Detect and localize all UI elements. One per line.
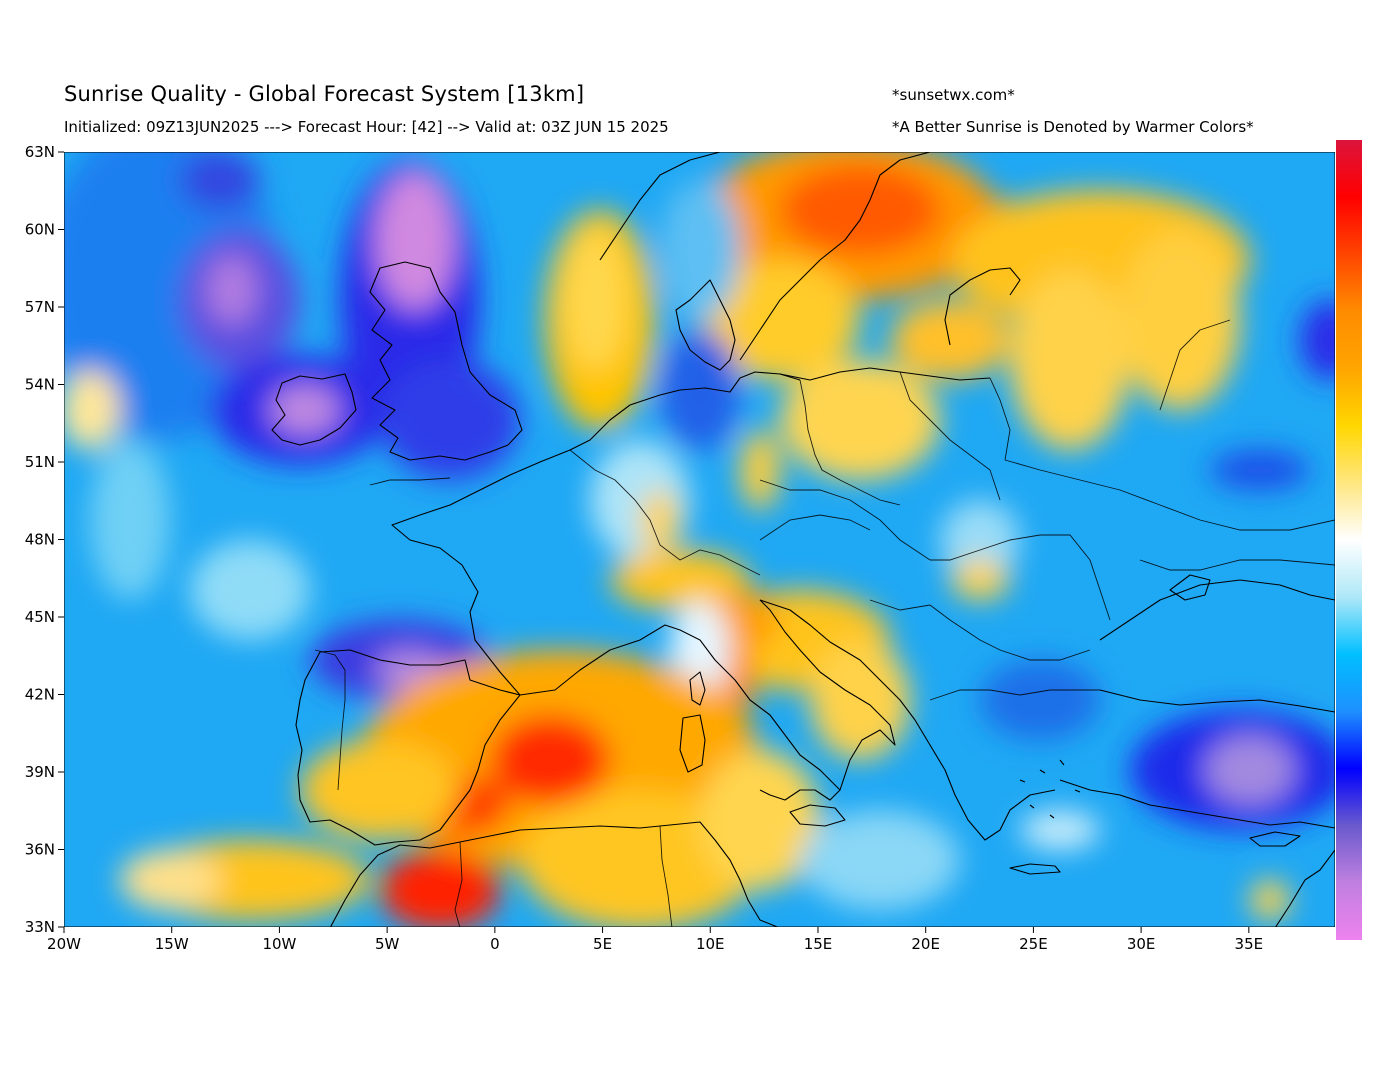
sunrise-quality-field [64,152,1335,927]
lat-tick-label: 60N [25,221,55,239]
lat-tick-label: 33N [25,918,55,936]
lon-tick-label: 35E [1235,935,1264,953]
colorbar [1336,140,1362,940]
map-subtitle: Initialized: 09Z13JUN2025 ---> Forecast … [64,118,669,136]
lat-tick-label: 36N [25,841,55,859]
map-title: Sunrise Quality - Global Forecast System… [64,82,585,106]
lat-tick-label: 51N [25,453,55,471]
lon-tick-label: 5W [375,935,400,953]
lon-tick-label: 30E [1127,935,1156,953]
lat-tick-label: 57N [25,298,55,316]
lon-tick-label: 10E [696,935,725,953]
country-borders [314,319,1335,927]
latitude-axis: 63N 60N 57N 54N 51N 48N 45N 42N 39N 36N 33N [25,143,64,936]
lat-tick-label: 63N [25,143,55,161]
lon-tick-label: 5E [593,935,612,953]
lat-tick-label: 39N [25,763,55,781]
site-label: *sunsetwx.com* [892,86,1015,104]
color-note: *A Better Sunrise is Denoted by Warmer C… [892,118,1254,136]
lon-tick-label: 10W [262,935,296,953]
lon-tick-label: 0 [490,935,500,953]
lon-tick-label: 20W [47,935,81,953]
colorbar-scale [1336,140,1362,940]
lat-tick-label: 42N [25,686,55,704]
lon-tick-label: 25E [1019,935,1048,953]
lat-tick-label: 48N [25,531,55,549]
lon-tick-label: 15E [804,935,833,953]
lat-tick-label: 54N [25,376,55,394]
longitude-axis: 20W 15W 10W 5W 0 5E 10E 15E 20E 25E 30E 35E [47,927,1263,953]
lon-tick-label: 15W [155,935,189,953]
coastlines [271,152,1335,927]
lon-tick-label: 20E [911,935,940,953]
lat-tick-label: 45N [25,608,55,626]
